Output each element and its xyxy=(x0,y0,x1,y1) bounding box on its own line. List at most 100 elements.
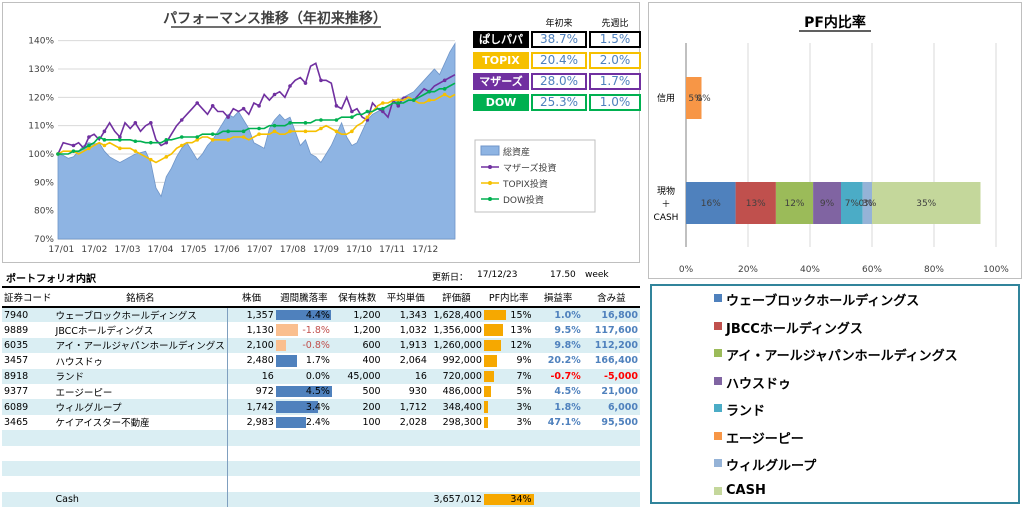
empty-cell xyxy=(534,476,583,491)
series-point-3 xyxy=(87,143,91,148)
empty-cell xyxy=(583,476,640,491)
series-point-3 xyxy=(334,118,339,122)
average-price: 930 xyxy=(408,386,427,398)
average-price: 1,913 xyxy=(382,337,429,354)
series-point-3 xyxy=(179,135,184,139)
weekly-change-value: -0.8% xyxy=(302,339,330,351)
weekly-change-value: 4.4% xyxy=(305,309,330,321)
empty-cell xyxy=(429,446,484,461)
shares-held: 600 xyxy=(331,337,383,354)
series-point-3 xyxy=(303,121,308,125)
column-header: 評価額 xyxy=(428,286,484,308)
empty-cell xyxy=(226,460,276,477)
series-point-1 xyxy=(381,109,385,114)
pl-rate: 9.5% xyxy=(554,324,581,336)
unrealized-gain: -5,000 xyxy=(582,368,640,384)
pf-data-label: 3% xyxy=(862,199,877,209)
weekly-change: -1.8% xyxy=(275,322,332,337)
cash-price xyxy=(226,491,276,507)
stock-code: 6035 xyxy=(2,337,54,354)
pf-legend-item: エージーピー xyxy=(714,428,804,447)
cash-pf-ratio-bar xyxy=(483,493,534,506)
empty-cell xyxy=(483,430,534,446)
pf-legend-swatch xyxy=(714,321,722,330)
pf-ratio-bar xyxy=(483,385,492,398)
series-point-1 xyxy=(118,135,122,139)
column-header: PF内比率 xyxy=(483,286,534,308)
series-point-2 xyxy=(226,138,230,142)
series-point-2 xyxy=(102,143,107,148)
pf-data-label: 0% xyxy=(859,199,874,209)
pf-x-tick: 80% xyxy=(924,265,944,275)
updated-label: 更新日： xyxy=(432,273,469,283)
weekly-change-value: -1.8% xyxy=(302,324,330,336)
perf-summary-row: TOPIX 20.4% 2.0% xyxy=(473,52,641,69)
average-price: 2,028 xyxy=(399,416,427,428)
series-point-2 xyxy=(210,138,215,142)
series-point-2 xyxy=(427,98,432,102)
pf-legend-label: エージーピー xyxy=(726,431,804,447)
stock-name: ランド xyxy=(53,368,228,384)
pf-bar-segment xyxy=(862,182,872,224)
series-point-2 xyxy=(195,138,200,142)
pl-rate: 1.8% xyxy=(533,399,583,415)
pf-legend-swatch xyxy=(714,431,722,440)
pf-x-tick: 20% xyxy=(738,265,758,275)
empty-cell xyxy=(428,460,484,477)
perf-summary-week: 1.0% xyxy=(589,94,641,111)
pf-x-tick: 100% xyxy=(983,265,1009,275)
market-value: 298,300 xyxy=(442,416,482,428)
empty-cell xyxy=(226,430,276,446)
pf-data-label: 12% xyxy=(784,199,804,209)
pf-legend-label: CASH xyxy=(726,482,766,498)
legend-label: TOPIX投資 xyxy=(502,178,548,190)
legend-marker xyxy=(488,181,492,185)
series-point-2 xyxy=(164,155,169,159)
table-row: 6089 ウィルグループ 1,742 3.4% 200 1,712 348,400 3% 1.8… xyxy=(2,399,640,415)
pf-bar-segment xyxy=(872,182,981,224)
x-tick-label: 17/01 xyxy=(48,245,74,255)
stock-code: 3457 xyxy=(4,355,29,367)
y-tick-label: 130% xyxy=(28,65,54,75)
pf-bar-segment xyxy=(735,182,776,224)
cash-pf-ratio: 34% xyxy=(483,491,534,507)
unrealized-gain: 95,500 xyxy=(601,416,638,428)
stock-name: ハウスドゥ xyxy=(55,356,104,368)
stock-name: ケイアイスター不動産 xyxy=(55,418,150,430)
empty-cell xyxy=(276,446,332,461)
empty-cell xyxy=(483,460,534,477)
perf-summary-row: DOW 25.3% 1.0% xyxy=(473,94,641,111)
series-point-2 xyxy=(133,149,138,153)
series-point-3 xyxy=(442,87,447,91)
pf-legend-swatch xyxy=(714,459,722,467)
pf-legend-item: JBCCホールディングス xyxy=(714,318,863,337)
weekly-change-bar xyxy=(275,401,319,413)
empty-cell xyxy=(226,476,276,492)
pf-data-label: 35% xyxy=(916,199,936,209)
weekly-change: 0.0% xyxy=(275,368,332,384)
pf-bar-segment xyxy=(775,182,814,224)
pl-rate: -0.7% xyxy=(533,368,583,384)
empty-cell xyxy=(332,446,383,461)
series-point-1 xyxy=(319,78,323,83)
series-point-1 xyxy=(257,104,261,108)
market-value: 720,000 xyxy=(428,368,484,384)
pf-ratio: 7% xyxy=(483,368,534,384)
x-tick-label: 17/07 xyxy=(247,245,273,255)
pf-legend-panel: ウェーブロックホールディングス JBCCホールディングス アイ・アールジャパンホール… xyxy=(650,284,1020,504)
pf-ratio-value: 7% xyxy=(516,370,532,382)
series-point-2 xyxy=(257,132,261,136)
cash-pf-ratio-value: 34% xyxy=(510,493,532,505)
pf-ratio-bar xyxy=(483,416,489,429)
cash-value: 3,657,012 xyxy=(428,491,484,507)
pf-bar-segment xyxy=(686,182,736,224)
y-tick-label: 110% xyxy=(28,122,54,132)
pf-legend-swatch xyxy=(714,294,722,302)
weekly-change-bar xyxy=(275,324,299,336)
stock-name: アイ・アールジャパンホールディングス xyxy=(53,337,228,354)
series-point-3 xyxy=(365,109,370,114)
market-value: 486,000 xyxy=(442,386,482,398)
stock-price: 1,130 xyxy=(226,322,276,338)
pf-category-label: 現物 xyxy=(657,185,675,197)
perf-summary-row: ぱしパパ 38.7% 1.5% xyxy=(473,31,641,48)
